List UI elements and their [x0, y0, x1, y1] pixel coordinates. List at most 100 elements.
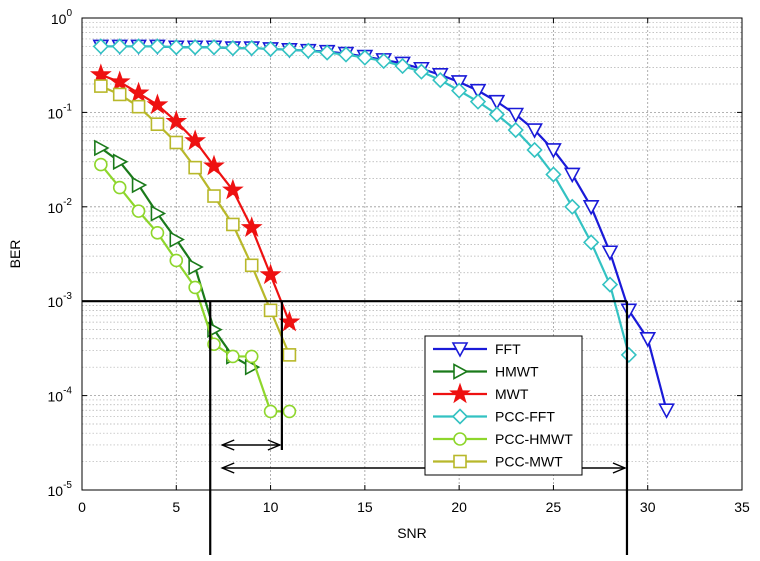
- arrow-head: [220, 439, 235, 451]
- marker: [300, 42, 317, 59]
- marker: [150, 226, 165, 240]
- legend-label: PCC-HMWT: [495, 431, 573, 447]
- y-tick-label: 10-4: [48, 386, 73, 405]
- y-tick-exponent: 0: [66, 8, 72, 19]
- y-tick-label: 10-2: [48, 197, 73, 216]
- marker: [262, 40, 279, 58]
- marker: [356, 49, 373, 66]
- legend-label: PCC-FFT: [495, 409, 555, 425]
- marker: [469, 83, 487, 100]
- marker: [375, 52, 392, 70]
- x-tick-label: 5: [172, 499, 180, 515]
- x-tick-label: 20: [451, 499, 467, 515]
- marker: [111, 38, 128, 55]
- marker: [453, 454, 467, 469]
- marker: [131, 99, 146, 114]
- marker: [168, 39, 185, 56]
- marker: [221, 178, 244, 200]
- marker: [130, 38, 147, 55]
- y-tick-exponent: -2: [63, 197, 72, 208]
- y-tick-base: 10: [48, 389, 64, 405]
- marker: [337, 46, 355, 63]
- marker: [146, 93, 169, 115]
- marker: [244, 358, 261, 376]
- marker: [169, 253, 184, 268]
- x-tick-label: 30: [640, 499, 656, 515]
- marker: [243, 39, 260, 57]
- marker: [169, 135, 184, 150]
- marker: [169, 231, 185, 248]
- x-axis-label: SNR: [397, 525, 427, 541]
- marker: [601, 276, 619, 293]
- marker: [112, 153, 129, 171]
- marker: [432, 71, 449, 89]
- marker: [94, 139, 110, 157]
- marker: [281, 41, 298, 58]
- marker: [278, 310, 301, 332]
- marker: [259, 263, 282, 285]
- marker: [244, 349, 259, 364]
- marker: [263, 404, 278, 419]
- marker: [507, 121, 524, 139]
- marker: [226, 217, 240, 232]
- y-tick-label: 10-3: [48, 291, 73, 310]
- marker: [94, 157, 108, 172]
- marker: [488, 94, 506, 111]
- marker: [205, 39, 223, 56]
- arrow-head: [267, 439, 282, 451]
- arrow-head: [612, 462, 627, 474]
- y-tick-base: 10: [48, 200, 64, 216]
- marker: [263, 303, 278, 318]
- marker: [583, 234, 600, 251]
- marker: [413, 63, 430, 80]
- marker: [112, 180, 127, 195]
- y-tick-exponent: -3: [63, 291, 72, 302]
- marker: [469, 93, 487, 110]
- legend-label: PCC-MWT: [495, 454, 563, 470]
- marker: [453, 363, 469, 380]
- marker: [620, 303, 638, 320]
- marker: [112, 87, 127, 102]
- marker: [451, 408, 469, 425]
- marker: [207, 189, 221, 203]
- marker: [545, 143, 562, 159]
- y-tick-base: 10: [51, 11, 67, 27]
- marker: [244, 258, 259, 273]
- marker: [282, 348, 297, 362]
- marker: [394, 57, 411, 75]
- marker: [149, 38, 166, 55]
- marker: [564, 198, 581, 215]
- marker: [92, 38, 109, 55]
- plot-frame: [81, 17, 743, 491]
- marker: [150, 205, 167, 222]
- y-tick-base: 10: [48, 483, 64, 499]
- marker: [453, 432, 467, 446]
- marker: [150, 117, 165, 131]
- legend-label: FFT: [495, 341, 521, 357]
- marker: [449, 382, 471, 404]
- marker: [226, 349, 240, 364]
- marker: [184, 129, 207, 151]
- marker: [188, 280, 202, 295]
- x-tick-label: 0: [78, 499, 86, 515]
- marker: [224, 39, 241, 57]
- marker: [451, 82, 468, 99]
- legend-label: HMWT: [495, 364, 539, 380]
- y-tick-exponent: -4: [63, 386, 72, 397]
- x-tick-label: 25: [546, 499, 562, 515]
- x-tick-label: 35: [734, 499, 750, 515]
- marker: [127, 81, 150, 103]
- marker: [89, 63, 112, 85]
- marker: [108, 70, 131, 92]
- marker: [240, 216, 263, 237]
- marker: [507, 107, 525, 124]
- marker: [450, 75, 468, 91]
- marker: [188, 160, 202, 175]
- marker: [187, 39, 204, 56]
- marker: [131, 176, 148, 194]
- marker: [620, 346, 637, 364]
- y-tick-exponent: -5: [63, 480, 72, 491]
- y-tick-label: 10-1: [48, 102, 73, 121]
- marker: [526, 123, 543, 139]
- marker: [203, 154, 225, 176]
